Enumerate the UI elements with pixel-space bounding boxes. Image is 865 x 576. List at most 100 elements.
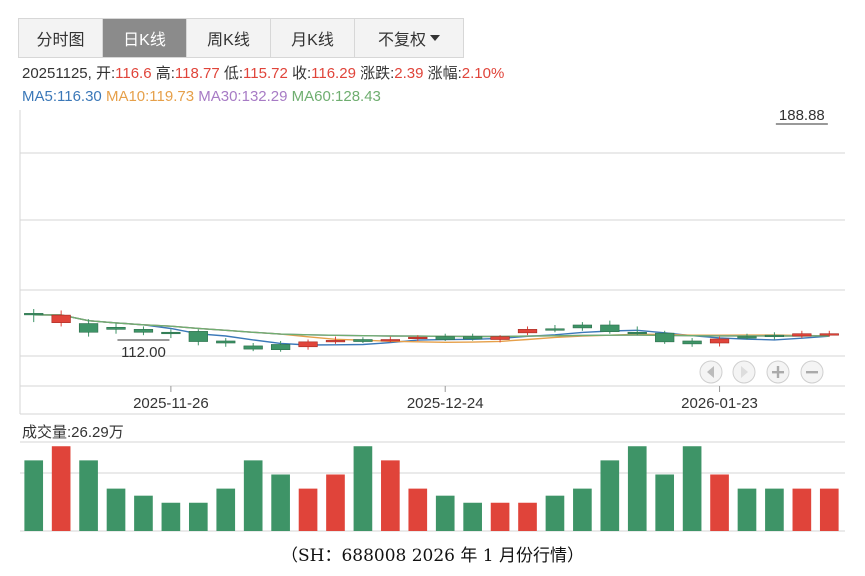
price-grid bbox=[19, 110, 845, 415]
volume-bar bbox=[51, 446, 71, 531]
high-value: 118.77 bbox=[174, 65, 220, 82]
candle-body bbox=[353, 339, 373, 342]
zoom-out-button[interactable] bbox=[800, 360, 824, 384]
volume-bar bbox=[271, 474, 290, 531]
volume-bar bbox=[134, 495, 153, 531]
moving-average-lines bbox=[33, 314, 830, 346]
annotations: 188.88 112.00 bbox=[117, 107, 828, 361]
info-date: 20251125, bbox=[22, 65, 92, 82]
volume-bar bbox=[106, 488, 126, 531]
candle-body bbox=[133, 329, 154, 333]
volume-bar bbox=[243, 460, 263, 531]
zoom-in-button[interactable] bbox=[766, 360, 790, 384]
volume-grid bbox=[20, 441, 845, 532]
open-label: 开: bbox=[95, 65, 116, 82]
volume-bar bbox=[381, 460, 400, 531]
volume-bar bbox=[655, 474, 675, 531]
open-value: 116.6 bbox=[115, 65, 152, 82]
x-tick-label: 2025-12-24 bbox=[407, 395, 484, 412]
volume-bar bbox=[627, 446, 647, 531]
volume-bar bbox=[435, 495, 455, 531]
candle-body bbox=[737, 336, 757, 339]
candle-body bbox=[545, 328, 565, 331]
candle-body bbox=[270, 344, 291, 350]
volume-bar bbox=[490, 502, 510, 531]
volume-bar bbox=[79, 460, 98, 531]
volume-bar bbox=[408, 488, 428, 531]
candle-body bbox=[600, 324, 620, 332]
volume-bar bbox=[161, 502, 181, 531]
volume-bar bbox=[819, 488, 839, 531]
candle-body bbox=[408, 336, 428, 339]
volume-bar bbox=[545, 495, 565, 531]
candle-body bbox=[24, 313, 44, 316]
tab-label: 不复权 bbox=[377, 32, 426, 49]
candle-body bbox=[819, 333, 839, 336]
volume-bar bbox=[600, 460, 620, 531]
candle-body bbox=[78, 323, 99, 333]
tab-label: 日K线 bbox=[123, 32, 166, 49]
ma10-legend: MA10:119.73 bbox=[105, 88, 195, 105]
candle-body bbox=[490, 336, 510, 340]
candle-body bbox=[627, 331, 647, 335]
adjustment-dropdown[interactable]: 不复权 bbox=[355, 19, 463, 57]
ohlc-info-line: 20251125, 开:116.6 高:118.77 低:115.72 收:11… bbox=[22, 62, 504, 83]
candle-body bbox=[463, 336, 483, 340]
chevron-down-icon bbox=[430, 35, 440, 41]
volume-bar bbox=[188, 502, 208, 531]
candle-body bbox=[709, 338, 730, 344]
candle-body bbox=[764, 334, 785, 337]
volume-bar bbox=[765, 488, 784, 531]
x-tick-label: 2025-11-26 bbox=[133, 395, 209, 412]
volume-bars bbox=[24, 446, 839, 531]
volume-bar bbox=[518, 502, 537, 531]
candle-body bbox=[380, 339, 400, 342]
volume-bar bbox=[298, 488, 318, 531]
volume-title: 成交量:26.29万 bbox=[22, 424, 124, 441]
ma60-line bbox=[33, 314, 830, 338]
scroll-right-button[interactable] bbox=[732, 360, 756, 384]
period-tab-bar: 分时图 日K线 周K线 月K线 不复权 bbox=[18, 18, 464, 58]
scroll-left-button[interactable] bbox=[699, 360, 723, 384]
volume-bar bbox=[573, 488, 592, 531]
tab-label: 月K线 bbox=[291, 32, 334, 49]
candle-body bbox=[572, 324, 593, 329]
volume-bar bbox=[326, 474, 345, 531]
low-label: 低: bbox=[223, 65, 244, 82]
candle-body bbox=[106, 327, 126, 330]
change-value: 2.39 bbox=[394, 65, 424, 82]
volume-bar bbox=[737, 488, 757, 531]
candle-body bbox=[682, 340, 702, 345]
min-price-label: 112.00 bbox=[121, 344, 166, 361]
tab-label: 周K线 bbox=[207, 32, 250, 49]
candle-body bbox=[216, 340, 236, 344]
candle-body bbox=[655, 332, 675, 343]
max-price-label: 188.88 bbox=[779, 107, 825, 124]
tab-intraday[interactable]: 分时图 bbox=[19, 19, 103, 57]
candle-body bbox=[792, 333, 812, 337]
ma5-legend: MA5:116.30 bbox=[22, 88, 102, 105]
tab-label: 分时图 bbox=[36, 32, 85, 49]
close-value: 116.29 bbox=[311, 65, 356, 82]
volume-bar bbox=[353, 446, 373, 531]
volume-bar bbox=[216, 488, 236, 531]
high-label: 高: bbox=[155, 65, 175, 82]
candle-body bbox=[243, 345, 263, 350]
tab-daily-k[interactable]: 日K线 bbox=[103, 19, 187, 57]
candle-body bbox=[298, 341, 318, 348]
volume-bar bbox=[710, 474, 729, 531]
low-value: 115.72 bbox=[243, 65, 288, 82]
ma10-line bbox=[33, 314, 830, 344]
ma-legend: MA5:116.30 MA10:119.73 MA30:132.29 MA60:… bbox=[22, 88, 381, 105]
candle-body bbox=[517, 329, 538, 334]
tab-monthly-k[interactable]: 月K线 bbox=[271, 19, 355, 57]
candle-body bbox=[161, 331, 181, 335]
candlesticks bbox=[24, 309, 839, 352]
candle-body bbox=[188, 331, 208, 342]
tab-weekly-k[interactable]: 周K线 bbox=[187, 19, 271, 57]
candle-body bbox=[51, 314, 71, 323]
volume-bar bbox=[792, 488, 812, 531]
change-label: 涨跌: bbox=[360, 65, 395, 82]
figure-caption: （SH：688008 2026 年 1 月份行情） bbox=[280, 546, 585, 566]
